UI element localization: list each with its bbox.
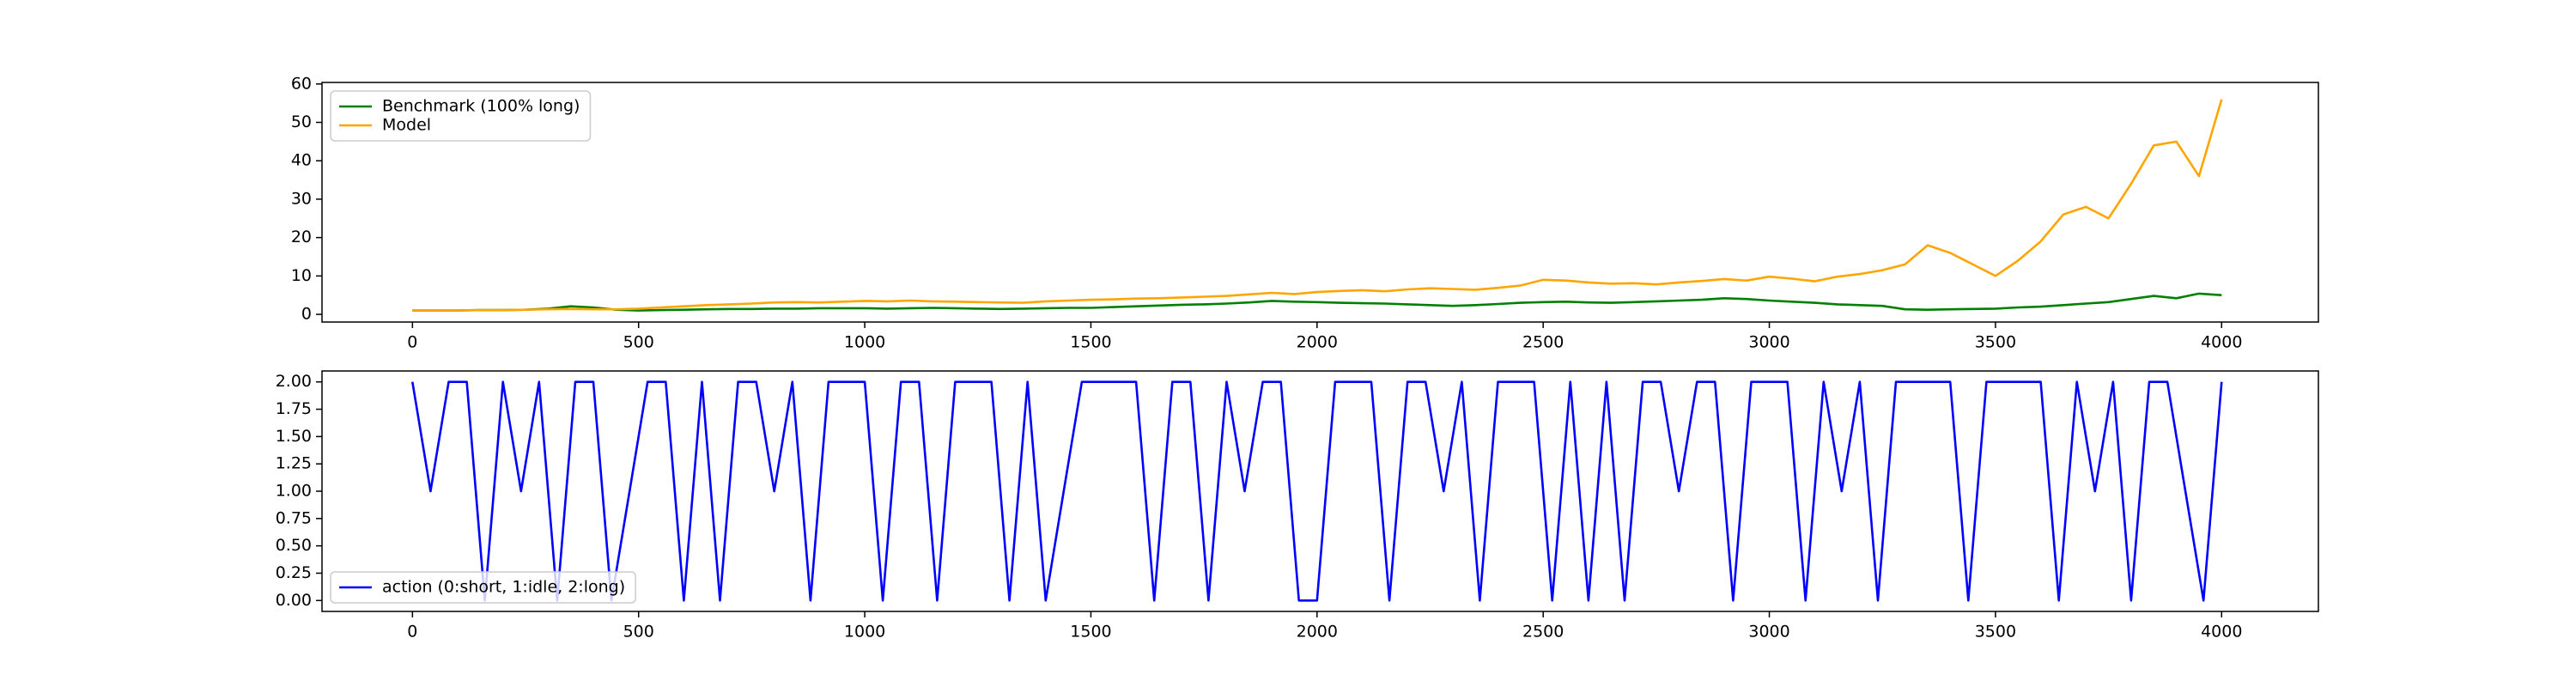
x-tick-label: 1000: [844, 333, 885, 352]
legend-box: [330, 90, 592, 142]
y-tick-label: 10: [291, 266, 312, 285]
axes-frame: [321, 370, 2319, 612]
legend: action (0:short, 1:idle, 2:long): [330, 571, 636, 604]
legend-label: Benchmark (100% long): [382, 97, 580, 116]
y-tick-label: 1.25: [276, 454, 312, 473]
x-tick-label: 3500: [1975, 623, 2016, 641]
x-tick-label: 0: [407, 623, 417, 641]
x-tick-label: 2500: [1522, 623, 1564, 641]
data-line: [411, 380, 2223, 602]
y-tick-label: 0.00: [276, 591, 312, 610]
x-tick-label: 1500: [1070, 333, 1111, 352]
x-tick-label: 2500: [1522, 333, 1564, 352]
legend-label: Model: [382, 116, 431, 135]
y-tick-label: 1.75: [276, 399, 312, 418]
x-tick-label: 2000: [1297, 333, 1338, 352]
legend-box: [330, 571, 636, 604]
y-tick-label: 0.75: [276, 508, 312, 527]
y-tick-label: 0: [301, 305, 312, 324]
y-tick-label: 40: [291, 151, 312, 170]
x-tick-label: 500: [623, 623, 654, 641]
legend-label: action (0:short, 1:idle, 2:long): [382, 578, 625, 597]
y-tick-label: 30: [291, 189, 312, 208]
y-tick-label: 50: [291, 112, 312, 131]
x-tick-label: 1500: [1070, 623, 1111, 641]
x-tick-label: 0: [407, 333, 417, 352]
data-line: [412, 292, 2222, 312]
x-tick-label: 3000: [1748, 623, 1789, 641]
y-tick-label: 2.00: [276, 372, 312, 391]
x-tick-label: 500: [623, 333, 654, 352]
y-tick-label: 0.25: [276, 563, 312, 582]
y-tick-label: 0.50: [276, 536, 312, 555]
axes-frame: [321, 82, 2319, 323]
axes: 0 500 1000 1500 2000 2500 3000 3500 4000 0 10 20 30 4…: [291, 74, 2319, 352]
legend: Benchmark (100% long)Model: [330, 90, 592, 142]
x-tick-label: 2000: [1297, 623, 1338, 641]
x-tick-label: 4000: [2201, 333, 2242, 352]
y-tick-label: 60: [291, 74, 312, 93]
x-tick-label: 4000: [2201, 623, 2242, 641]
plot-area: [322, 82, 2318, 322]
x-tick-label: 3000: [1748, 333, 1789, 352]
x-tick-label: 3500: [1975, 333, 2016, 352]
y-tick-label: 20: [291, 228, 312, 246]
y-tick-label: 1.50: [276, 427, 312, 446]
y-tick-label: 1.00: [276, 482, 312, 501]
data-line: [412, 99, 2223, 312]
axes: 0 500 1000 1500 2000 2500 3000 3500 4000 0.00 0.25…: [276, 370, 2319, 641]
x-tick-label: 1000: [844, 623, 885, 641]
